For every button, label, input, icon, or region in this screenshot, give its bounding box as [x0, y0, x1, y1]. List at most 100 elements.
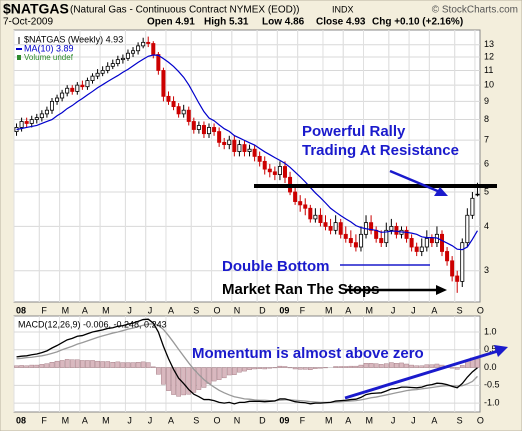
legend-swatch: [17, 55, 21, 60]
histogram-bar: [313, 367, 318, 369]
histogram-bar: [429, 364, 435, 368]
legend: $NATGAS (Weekly) 4.93 MA(10) 3.89 Volume…: [16, 34, 167, 329]
candle-body: [293, 191, 298, 202]
candle-body: [308, 207, 313, 220]
candle-body: [110, 63, 115, 67]
histogram-bar: [110, 362, 116, 368]
candle-body: [460, 242, 465, 282]
arrow: [389, 169, 441, 194]
candle-body: [85, 80, 90, 88]
x-tick-label: F: [300, 305, 306, 315]
histogram-bar: [459, 365, 465, 368]
histogram-bar: [409, 364, 414, 368]
candle-body: [384, 229, 389, 244]
x-tick-label: O: [214, 415, 221, 425]
y-tick-label: 8: [484, 114, 489, 124]
histogram-bar: [69, 359, 75, 368]
histogram-bar: [176, 367, 181, 397]
x-tick-label: M: [62, 415, 70, 425]
arrowhead: [494, 345, 508, 357]
legend-entry: $NATGAS (Weekly) 4.93: [24, 34, 123, 44]
histogram-bar: [282, 366, 288, 368]
x-tick-label: M: [102, 305, 110, 315]
candle-body: [404, 229, 409, 239]
candle-body: [212, 127, 217, 132]
histogram-bar: [242, 367, 247, 372]
candle-body: [282, 166, 287, 178]
quote: High 5.31: [204, 17, 249, 28]
x-tick-label: 08: [16, 305, 26, 315]
histogram-bar: [358, 364, 364, 368]
x-tick-label: J: [127, 305, 132, 315]
candle-body: [34, 117, 39, 120]
annotation: Momentum is almost above zero: [192, 345, 424, 362]
candle-body: [338, 222, 343, 235]
histogram-bar: [191, 367, 197, 393]
arrowhead: [436, 285, 447, 295]
candle-body: [55, 97, 60, 102]
histogram-bar: [100, 361, 105, 368]
histogram-bar: [49, 362, 55, 368]
histogram-bar: [389, 362, 394, 368]
candle-body: [39, 113, 44, 119]
histogram-bar: [206, 367, 212, 384]
y-tick-label: 5: [484, 186, 489, 196]
candle-body: [343, 233, 348, 239]
candle-body: [348, 238, 353, 244]
x-tick-label: J: [148, 415, 153, 425]
candle-body: [90, 75, 95, 81]
candle-body: [120, 57, 125, 61]
date: 7-Oct-2009: [3, 17, 53, 28]
candle-body: [475, 193, 480, 196]
histogram-bar: [394, 363, 399, 368]
histogram-bar: [145, 362, 151, 368]
candle-body: [267, 168, 272, 173]
candle-body: [136, 45, 141, 52]
x-tick-label: J: [411, 415, 416, 425]
histogram-bar: [419, 365, 425, 368]
histogram-bar: [247, 367, 252, 370]
histogram-bar: [373, 363, 379, 368]
x-tick-label: O: [477, 305, 484, 315]
candle-body: [105, 65, 110, 71]
macd-title: MACD(12,26,9) -0.006, -0.248, 0.243: [18, 319, 167, 329]
candle-body: [470, 197, 475, 216]
candle-body: [277, 166, 282, 175]
histogram-bar: [343, 366, 349, 368]
y-tick-label: 11: [484, 65, 493, 75]
x-tick-label: M: [62, 305, 70, 315]
candle-body: [303, 204, 308, 209]
histogram-bar: [44, 363, 50, 368]
candle-body: [257, 155, 262, 162]
candle-body: [409, 238, 414, 248]
histogram-bar: [414, 365, 420, 368]
legend-entry: Volume undef: [24, 53, 74, 62]
candle-body: [242, 144, 247, 152]
x-tick-label: M: [325, 415, 333, 425]
y-tick-label: 13: [484, 39, 494, 49]
x-tick-label: S: [193, 415, 199, 425]
histogram-bar: [252, 367, 257, 370]
histogram-bar: [454, 367, 460, 370]
histogram-bar: [404, 363, 409, 368]
histogram-bar: [237, 367, 242, 373]
y-tick-label: -1.0: [484, 397, 500, 407]
candle-body: [75, 84, 80, 92]
histogram-bar: [64, 359, 70, 368]
candle-body: [262, 160, 267, 170]
x-tick-label: F: [41, 305, 47, 315]
histogram-bar: [54, 360, 60, 368]
x-tick-label: O: [214, 305, 221, 315]
marks: [14, 36, 480, 405]
macd-line: [16, 318, 478, 405]
candle-body: [313, 214, 318, 220]
x-tick-label: A: [168, 415, 174, 425]
annotation: Market Ran The Stops: [222, 281, 380, 298]
x-tick-label: A: [345, 305, 351, 315]
y-tick-label: 0.0: [484, 362, 497, 372]
candle-body: [65, 87, 70, 94]
histogram-bar: [74, 359, 80, 368]
x-tick-label: S: [193, 305, 199, 315]
candle-body: [125, 52, 130, 59]
histogram-bar: [80, 360, 85, 368]
